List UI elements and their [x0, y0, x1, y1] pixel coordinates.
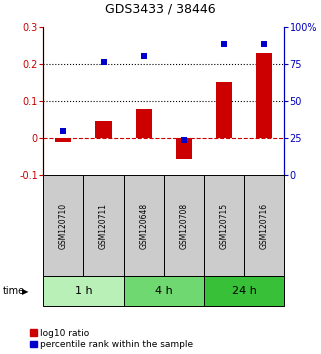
Text: GSM120648: GSM120648: [139, 202, 148, 249]
Legend: log10 ratio, percentile rank within the sample: log10 ratio, percentile rank within the …: [30, 329, 193, 349]
Bar: [256, 53, 272, 138]
Bar: [135, 109, 152, 138]
Bar: [95, 121, 111, 138]
Bar: [124, 276, 204, 306]
Bar: [204, 276, 284, 306]
Bar: [244, 175, 284, 276]
Bar: [55, 138, 71, 142]
Bar: [216, 82, 232, 138]
Point: [101, 59, 106, 65]
Text: 24 h: 24 h: [231, 286, 256, 296]
Text: GSM120715: GSM120715: [219, 202, 229, 249]
Text: GDS3433 / 38446: GDS3433 / 38446: [105, 3, 216, 16]
Point: [221, 41, 226, 47]
Point: [61, 129, 66, 134]
Text: GSM120708: GSM120708: [179, 202, 188, 249]
Bar: [176, 138, 192, 159]
Text: GSM120716: GSM120716: [259, 202, 269, 249]
Text: time: time: [3, 286, 25, 296]
Bar: [83, 175, 124, 276]
Text: ▶: ▶: [22, 287, 28, 296]
Text: GSM120710: GSM120710: [59, 202, 68, 249]
Text: GSM120711: GSM120711: [99, 203, 108, 249]
Bar: [43, 276, 124, 306]
Bar: [43, 175, 83, 276]
Bar: [164, 175, 204, 276]
Text: 4 h: 4 h: [155, 286, 173, 296]
Text: 1 h: 1 h: [75, 286, 92, 296]
Point: [261, 41, 266, 47]
Point: [181, 137, 186, 143]
Point: [141, 53, 146, 59]
Bar: [124, 175, 164, 276]
Bar: [204, 175, 244, 276]
